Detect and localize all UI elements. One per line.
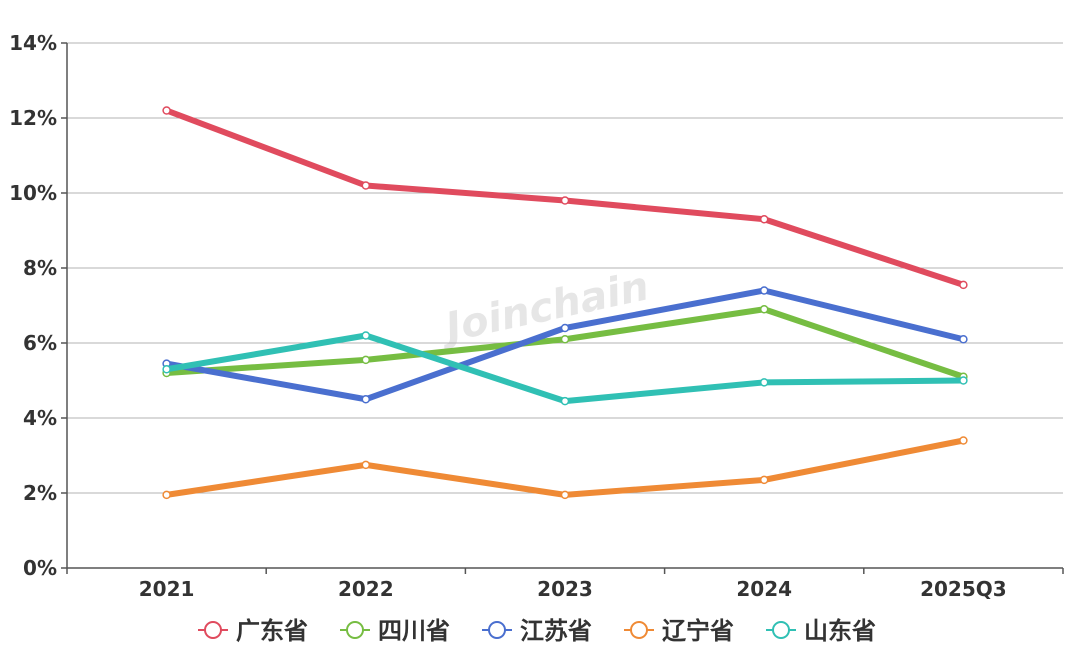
series-4 xyxy=(162,436,968,500)
data-point xyxy=(361,355,371,365)
y-tick-label: 14% xyxy=(9,31,57,55)
data-point xyxy=(959,436,968,445)
legend-marker xyxy=(630,621,648,639)
data-point xyxy=(162,490,171,500)
legend-marker xyxy=(204,621,222,639)
data-point xyxy=(759,378,769,387)
data-point xyxy=(959,376,968,385)
legend-label: 山东省 xyxy=(804,617,876,645)
x-tick-label: 2023 xyxy=(537,577,593,601)
data-point xyxy=(759,475,769,485)
legend-item[interactable]: 山东省 xyxy=(766,617,876,645)
data-point xyxy=(560,396,570,406)
legend-marker xyxy=(488,621,506,639)
legend-label: 四川省 xyxy=(378,617,450,645)
y-tick-label: 12% xyxy=(9,106,57,130)
series-line xyxy=(163,437,967,498)
series-line xyxy=(163,332,967,405)
legend-item[interactable]: 辽宁省 xyxy=(624,617,734,645)
data-point xyxy=(361,460,371,470)
x-tick-label: 2021 xyxy=(139,577,195,601)
legend-item[interactable]: 四川省 xyxy=(340,617,450,645)
data-point xyxy=(361,331,371,340)
data-point xyxy=(560,335,570,344)
data-point xyxy=(759,305,769,314)
legend-item[interactable]: 江苏省 xyxy=(482,617,592,645)
x-tick-label: 2025Q3 xyxy=(920,577,1007,601)
y-tick-label: 6% xyxy=(23,331,57,355)
series-5 xyxy=(162,331,968,406)
y-tick-label: 4% xyxy=(23,406,57,430)
legend-item[interactable]: 广东省 xyxy=(198,617,308,645)
data-point xyxy=(361,395,371,404)
y-tick-label: 8% xyxy=(23,256,57,280)
legend-label: 广东省 xyxy=(236,617,308,645)
legend-marker xyxy=(772,621,790,639)
data-point xyxy=(162,106,171,115)
legend-label: 江苏省 xyxy=(520,617,592,645)
legend-marker xyxy=(346,621,364,639)
x-tick-label: 2024 xyxy=(736,577,792,601)
y-tick-label: 10% xyxy=(9,181,57,205)
data-point xyxy=(759,286,769,295)
y-tick-label: 0% xyxy=(23,556,57,580)
data-point xyxy=(560,323,570,333)
data-point xyxy=(959,335,968,344)
series-1 xyxy=(162,106,968,290)
data-point xyxy=(560,196,570,205)
data-point xyxy=(560,490,570,500)
legend-label: 辽宁省 xyxy=(662,617,734,645)
y-tick-label: 2% xyxy=(23,481,57,505)
data-point xyxy=(959,280,968,290)
data-point xyxy=(759,215,769,224)
data-point xyxy=(361,181,371,190)
x-tick-label: 2022 xyxy=(338,577,394,601)
data-point xyxy=(162,365,171,374)
